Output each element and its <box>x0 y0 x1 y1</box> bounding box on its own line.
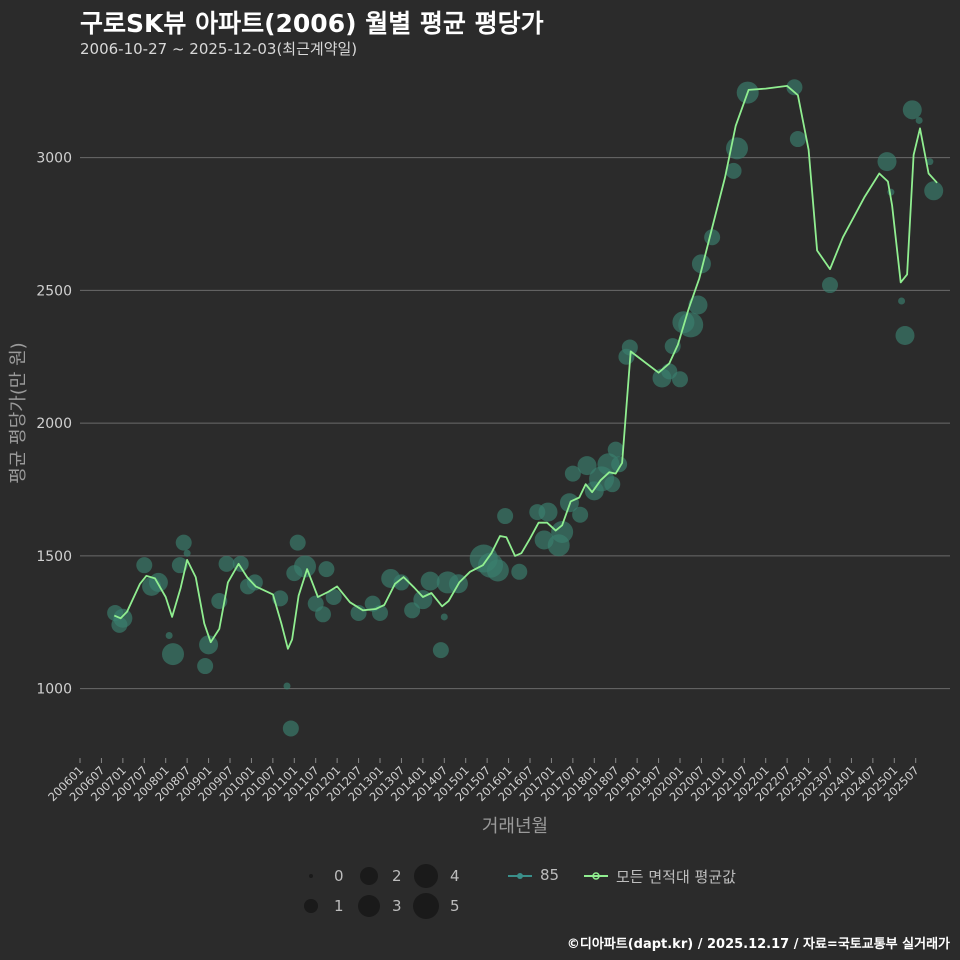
data-point-77 <box>877 152 897 172</box>
data-point-70 <box>704 229 721 246</box>
data-point-9 <box>175 534 192 551</box>
y-axis-label: 평균 평당가(만 원) <box>8 342 29 483</box>
y-tick-1000: 1000 <box>36 682 72 698</box>
size-dot-3 <box>358 895 380 917</box>
data-point-22 <box>289 534 306 551</box>
size-legend-3: 3 <box>358 892 428 920</box>
average-line-path <box>113 85 938 650</box>
data-point-27 <box>325 589 342 606</box>
data-point-6 <box>165 632 173 640</box>
y-tick-labels: 1000 1500 2000 2500 3000 <box>36 151 72 698</box>
data-point-2 <box>113 608 133 628</box>
data-point-74 <box>786 79 803 96</box>
size-legend-4: 4 <box>414 862 486 890</box>
data-point-61 <box>621 339 638 356</box>
size-legend-0: 0 <box>300 862 370 890</box>
line-legend: 85 모든 면적대 평균값 <box>508 862 768 892</box>
data-point-59 <box>611 456 628 473</box>
size-legend: 0 1 2 3 4 5 <box>300 862 490 922</box>
credit-footer: ©디아파트(dapt.kr) / 2025.12.17 / 자료=국토교통부 실… <box>566 937 950 952</box>
data-point-10 <box>183 549 191 557</box>
y-tick-3000: 3000 <box>36 151 72 167</box>
chart-title: 구로SK뷰 아파트(2006) 월별 평균 평당가 <box>80 9 544 38</box>
data-point-17 <box>246 574 263 591</box>
size-label-4: 4 <box>450 867 460 885</box>
x-axis-label: 거래년월 <box>482 816 548 837</box>
data-point-8 <box>171 557 188 574</box>
size-label-3: 3 <box>392 897 402 915</box>
data-point-64 <box>664 338 681 355</box>
y-tick-2000: 2000 <box>36 416 72 432</box>
data-point-69 <box>691 254 711 274</box>
grid-lines <box>80 157 950 690</box>
size-legend-2: 2 <box>358 862 428 890</box>
legend: 0 1 2 3 4 5 85 <box>300 862 760 922</box>
data-point-51 <box>564 465 581 482</box>
data-point-52 <box>572 506 589 523</box>
data-point-5 <box>148 572 168 592</box>
size-legend-1: 1 <box>300 892 370 920</box>
data-point-12 <box>199 635 219 655</box>
data-point-82 <box>915 116 923 124</box>
data-point-81 <box>902 100 922 120</box>
size-dot-0 <box>309 874 313 878</box>
data-point-19 <box>283 682 291 690</box>
data-point-57 <box>604 476 621 493</box>
data-point-80 <box>895 326 915 346</box>
data-point-44 <box>511 563 528 580</box>
data-point-49 <box>551 520 574 543</box>
data-point-37 <box>440 613 448 621</box>
data-point-76 <box>822 277 838 294</box>
data-point-67 <box>678 312 704 338</box>
series-85-label: 85 <box>540 866 560 884</box>
size-label-1: 1 <box>334 897 344 915</box>
data-point-35 <box>420 571 440 591</box>
data-point-68 <box>688 295 708 315</box>
size-legend-5: 5 <box>413 892 486 920</box>
data-point-47 <box>538 502 558 522</box>
size-dot-2 <box>360 867 378 885</box>
data-point-53 <box>577 456 597 476</box>
series-85-key-icon <box>508 873 532 879</box>
size-dot-1 <box>304 899 318 913</box>
average-line-key-icon <box>584 872 608 880</box>
data-point-11 <box>197 658 214 675</box>
data-point-14 <box>218 555 235 572</box>
data-point-23 <box>294 555 316 578</box>
data-point-83 <box>926 158 934 166</box>
size-dot-5 <box>413 893 439 919</box>
data-point-36 <box>432 642 449 659</box>
y-tick-1500: 1500 <box>36 549 72 565</box>
data-point-3 <box>136 557 153 574</box>
chart-subtitle: 2006-10-27 ~ 2025-12-03(최근계약일) <box>80 40 358 58</box>
data-point-43 <box>497 508 514 525</box>
data-point-25 <box>315 606 331 623</box>
data-point-28 <box>350 604 367 621</box>
data-point-71 <box>725 162 742 179</box>
scatter-points <box>107 79 944 737</box>
data-point-84 <box>924 181 944 201</box>
data-point-65 <box>672 371 688 388</box>
average-line <box>113 85 938 650</box>
data-point-7 <box>162 643 184 666</box>
size-dot-4 <box>414 864 438 888</box>
average-line-label: 모든 면적대 평균값 <box>616 868 736 886</box>
data-point-42 <box>486 559 509 582</box>
size-label-0: 0 <box>334 867 344 885</box>
data-point-26 <box>318 561 335 578</box>
data-point-79 <box>898 297 906 305</box>
y-tick-2500: 2500 <box>36 283 72 299</box>
data-point-20 <box>282 720 299 737</box>
size-label-2: 2 <box>392 867 402 885</box>
data-point-58 <box>607 441 624 458</box>
x-tick-labels: 2006012006072007012007072008012008072009… <box>45 758 922 804</box>
size-label-5: 5 <box>450 897 460 915</box>
data-point-75 <box>789 131 806 148</box>
